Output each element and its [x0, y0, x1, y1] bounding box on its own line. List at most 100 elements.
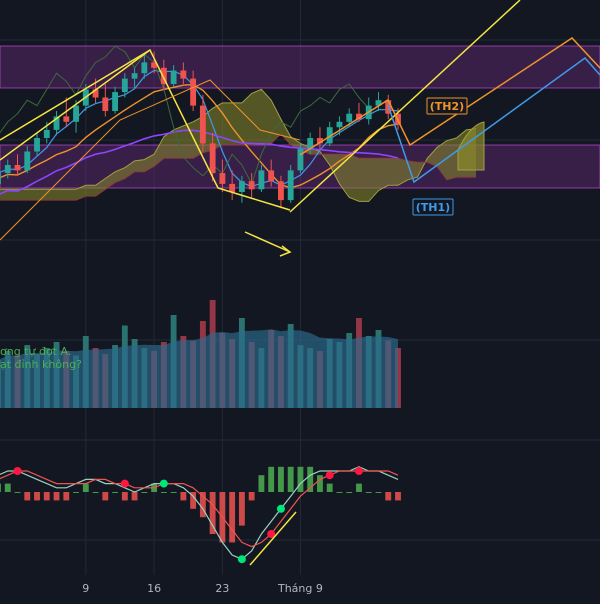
yellow-zigzag	[0, 48, 291, 211]
candle-body-34	[326, 127, 333, 144]
macd-hist-11	[102, 492, 109, 501]
cloud-span-a	[0, 88, 477, 202]
macd-line	[0, 466, 399, 560]
macd-hist-19	[180, 492, 187, 501]
candle-body-31	[297, 148, 304, 171]
th1-label: (TH1)	[416, 201, 450, 214]
macd-hist-33	[317, 475, 323, 492]
candle-body-15	[141, 62, 148, 74]
candle-body-4	[34, 138, 40, 152]
macd-hist-7	[63, 492, 70, 501]
macd-dot-red-37	[354, 467, 363, 475]
macd-hist-8	[73, 492, 79, 493]
macd-hist-40	[385, 492, 392, 501]
candle-body-0	[0, 173, 1, 184]
macd-hist-13	[121, 492, 128, 501]
candle-body-11	[102, 97, 109, 111]
macd-dot-red-34	[325, 471, 334, 480]
macd-dot-green-17	[159, 479, 168, 488]
candle-body-35	[336, 121, 343, 128]
macd-hist-21	[199, 492, 206, 518]
macd-panel	[0, 466, 401, 566]
macd-hist-6	[53, 492, 60, 501]
yellow-arrowhead	[279, 245, 292, 257]
macd-hist-30	[287, 466, 294, 492]
macd-hist-15	[141, 492, 148, 493]
candle-body-2	[14, 165, 21, 171]
candle-body-7	[63, 116, 70, 122]
macd-dot-red-2	[13, 467, 22, 475]
x-tick-label-2: 23	[215, 582, 229, 595]
macd-hist-4	[34, 492, 40, 501]
candle-body-25	[238, 181, 245, 192]
macd-hist-9	[82, 483, 89, 492]
ma-slow	[0, 129, 399, 195]
th2-label-box[interactable]: (TH2)	[426, 97, 468, 115]
macd-hist-22	[209, 492, 216, 534]
x-tick-label-3: Tháng 9	[277, 582, 323, 595]
macd-hist-37	[356, 483, 362, 492]
macd-hist-36	[346, 492, 353, 493]
macd-dot-red-13	[120, 479, 129, 488]
macd-dot-green-29	[276, 504, 285, 513]
x-axis: 9 16 23 Tháng 9	[82, 582, 323, 595]
macd-hist-14	[131, 492, 138, 501]
drawings	[0, 0, 600, 257]
candle-body-29	[278, 181, 284, 201]
candle-body-30	[287, 170, 294, 201]
macd-dot-red-28	[267, 530, 276, 538]
orange-projection-th2	[299, 37, 600, 156]
x-tick-label-0: 9	[82, 582, 89, 595]
candle-body-24	[229, 183, 236, 192]
candle-body-22	[209, 143, 216, 174]
annotation-line-2: ạt đỉnh không?	[0, 358, 82, 371]
cloud-body	[0, 89, 476, 202]
macd-hist-18	[170, 492, 177, 493]
macd-hist-27	[258, 475, 265, 492]
ma-mid	[0, 83, 399, 189]
macd-hist-20	[190, 492, 197, 509]
macd-hist-10	[92, 492, 99, 493]
th1-label-box[interactable]: (TH1)	[412, 198, 454, 216]
candle-body-3	[24, 151, 31, 171]
candle-body-1	[4, 165, 11, 174]
macd-hist-34	[326, 483, 333, 492]
yellow-trendline-1	[0, 49, 151, 161]
candle-body-37	[356, 113, 362, 120]
candle-body-26	[248, 181, 255, 190]
macd-hist-32	[307, 466, 314, 492]
macd-hist-3	[24, 492, 31, 501]
macd-hist-29	[278, 466, 284, 492]
macd-hist-5	[43, 492, 50, 501]
macd-hist-0	[0, 483, 1, 492]
candle-body-39	[375, 100, 382, 106]
th2-label: (TH2)	[430, 100, 464, 113]
blue-projection-th1	[387, 56, 600, 184]
candle-body-33	[317, 138, 323, 144]
macd-hist-12	[112, 492, 118, 493]
yellow-upper-channel	[289, 0, 521, 213]
candle-body-36	[346, 113, 353, 122]
candle-body-19	[180, 70, 187, 79]
candle-body-17	[160, 67, 167, 84]
candle-body-14	[131, 73, 138, 79]
macd-hist-31	[297, 466, 304, 492]
candle-body-18	[170, 70, 177, 84]
candle-body-28	[268, 170, 275, 182]
candle-body-13	[121, 78, 128, 93]
macd-hist-24	[229, 492, 236, 543]
macd-yellow-arrow	[249, 511, 297, 566]
yellow-arrow-line	[244, 231, 291, 253]
macd-hist-25	[238, 492, 245, 526]
macd-hist-2	[14, 492, 21, 493]
candle-body-23	[219, 173, 226, 184]
candle-body-6	[53, 116, 60, 130]
macd-hist-41	[395, 492, 401, 501]
macd-hist-38	[365, 492, 372, 493]
candle-body-8	[73, 105, 79, 122]
macd-hist-28	[268, 466, 275, 492]
macd-hist-39	[375, 492, 382, 493]
macd-hist-26	[248, 492, 255, 501]
